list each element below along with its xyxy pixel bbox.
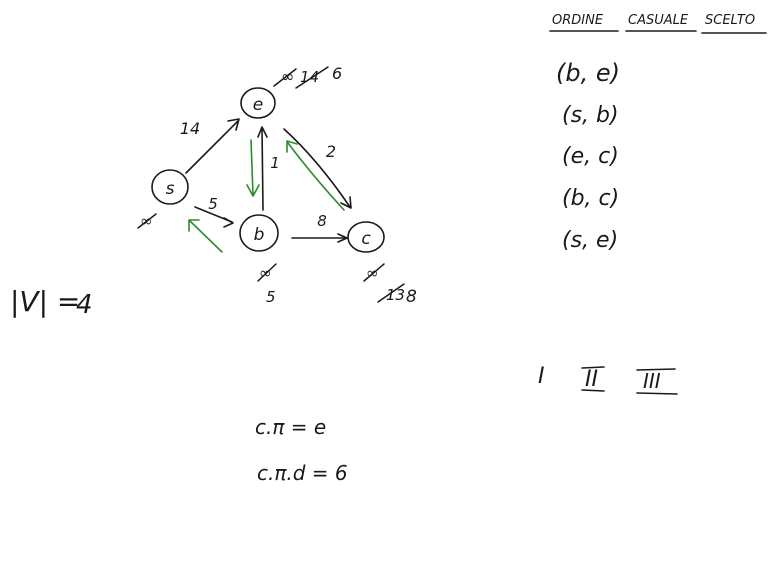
edge-weight-b-c: 8 [317,212,327,230]
graph-node-s: s [151,169,189,205]
distance-annotation-s: ∞ [137,212,157,230]
table-header-scelto: SCELTO [705,13,755,28]
distance-b-final: 5 [266,288,276,306]
distance-e-crossed-0: ∞ [281,67,294,86]
distance-annotation-c: ∞ 13 8 [363,263,417,307]
edge-weight-b-e: 1 [270,154,280,172]
edge-b-c: 8 [291,212,348,243]
note-predecessor-distance: c.π.d = 6 [257,461,348,485]
node-label-b: b [254,225,265,245]
edge-weight-s-e: 14 [180,119,200,138]
iteration-1: I [538,364,545,389]
edge-s-b: 5 [188,195,234,253]
vertex-count: |V| = 4 [10,285,93,320]
graph-node-c: c [347,221,385,253]
relax-arrow-b-e [246,139,260,197]
distance-annotation-e: ∞ 14 6 [273,64,342,89]
edge-weight-s-b: 5 [208,195,218,213]
predecessor-notes: c.π = e c.π.d = 6 [255,415,348,485]
table-header-casuale: CASUALE [628,13,689,28]
iteration-2: II [585,367,598,392]
iteration-labels: I II III [538,364,678,395]
edge-weight-e-c: 2 [326,142,336,161]
table-row-4: (s, e) [562,228,618,253]
edge-s-e: 14 [180,118,240,174]
iteration-3: III [643,369,661,393]
distance-c-crossed-1: 13 [386,286,405,304]
edge-b-e: 1 [246,126,280,211]
table-row-0: (b, e) [556,59,620,87]
edge-order-table: ORDINE CASUALE SCELTO (b, e) (s, b) (e, … [549,13,767,253]
node-label-s: s [166,179,175,199]
distance-e-final: 6 [332,64,342,83]
vertex-count-value: 4 [76,290,93,320]
note-predecessor: c.π = e [255,415,326,439]
table-row-2: (e, c) [562,144,619,169]
node-label-e: e [253,95,263,115]
graph-node-b: b [239,214,279,252]
distance-c-crossed-0: ∞ [366,264,379,282]
table-row-1: (s, b) [562,103,619,128]
distance-annotation-b: ∞ 5 [257,263,277,306]
table-header-ordine: ORDINE [552,13,604,28]
vertex-count-label: |V| = [10,285,80,318]
edge-e-c: 2 [283,128,352,211]
graph-node-e: e [240,87,276,119]
distance-c-final: 8 [406,287,417,307]
relax-arrow-e-c [286,140,345,211]
relax-arrow-s-b [188,219,223,253]
table-row-3: (b, c) [562,186,619,211]
node-label-c: c [361,229,371,249]
